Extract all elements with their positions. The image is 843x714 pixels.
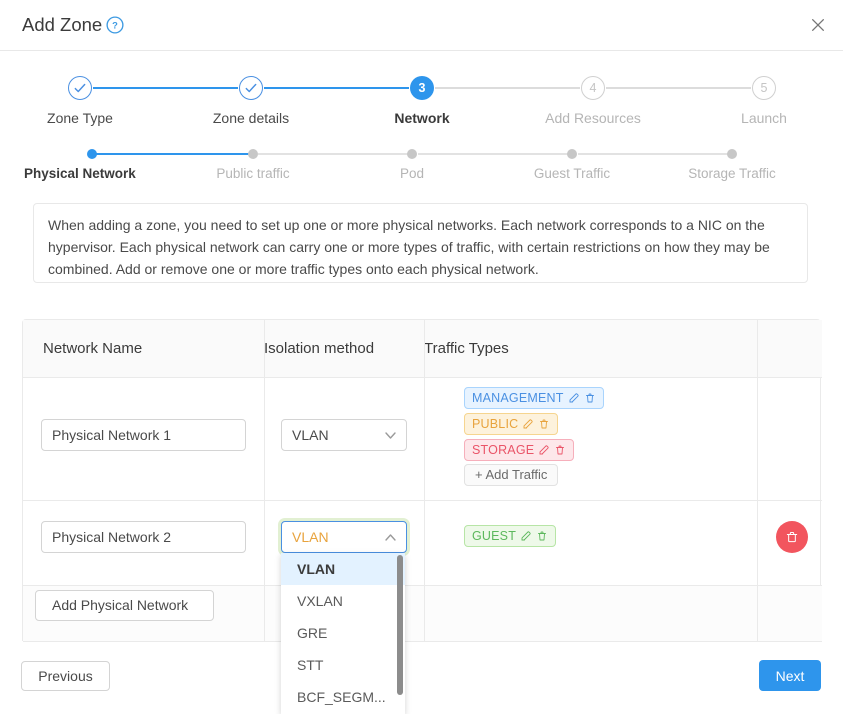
svg-text:?: ? xyxy=(112,21,118,31)
